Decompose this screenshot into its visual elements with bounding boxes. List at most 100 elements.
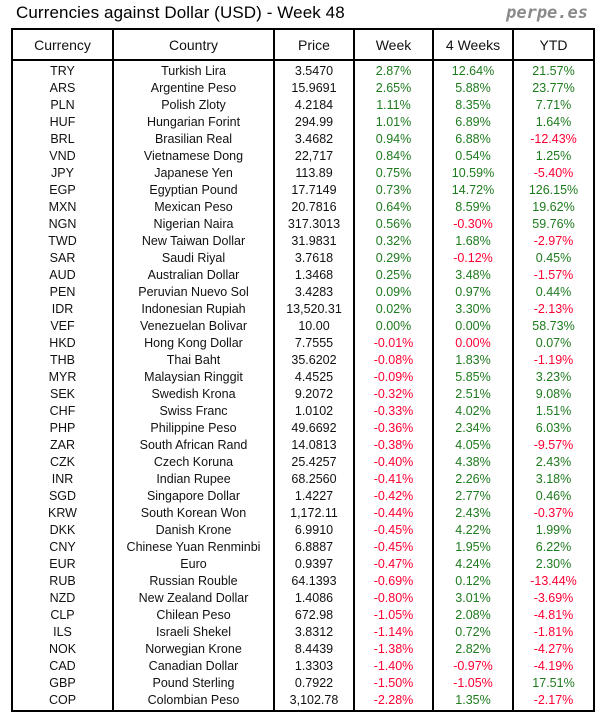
ytd-change-cell: -3.69% [533,591,574,605]
ytd-change-cell: -1.19% [533,353,574,367]
ytd-change-cell: 1.25% [535,149,572,163]
currency-cell: ILS [12,624,114,641]
price-cell: 1.3468 [274,267,355,284]
week-change-cell: -0.47% [354,556,434,573]
country-cell: Venezuelan Bolivar [113,318,275,335]
currency-cell: THB [12,352,114,369]
price-cell: 31.9831 [274,233,355,250]
price-cell: 68.2560 [274,471,355,488]
table-row: NGN Nigerian Naira 317.3013 0.56% -0.30% 59.7… [12,216,594,233]
currency-cell: ZAR [12,437,114,454]
week-change-cell: -0.80% [354,590,434,607]
price-cell: 3.8312 [274,624,355,641]
four-weeks-change-cell: 0.54% [433,148,514,165]
currency-cell: BRL [12,131,114,148]
week-change-cell: -0.01% [354,335,434,352]
ytd-change-cell: 23.77% [532,81,575,95]
week-change-cell: 0.56% [354,216,434,233]
week-change-cell: -1.40% [354,658,434,675]
four-weeks-change-cell: 4.05% [433,437,514,454]
four-weeks-change-cell: 1.95% [433,539,514,556]
price-cell: 0.9397 [274,556,355,573]
table-row: VEF Venezuelan Bolivar 10.00 0.00% 0.00% 58.7… [12,318,594,335]
country-cell: Philippine Peso [113,420,275,437]
table-row: BRL Brasilian Real 3.4682 0.94% 6.88% -12.43% [12,131,594,148]
four-weeks-change-cell: 8.35% [433,97,514,114]
price-cell: 1.3303 [274,658,355,675]
currency-cell: TRY [12,60,114,80]
four-weeks-change-cell: 2.82% [433,641,514,658]
table-row: IDR Indonesian Rupiah 13,520.31 0.02% 3.30% -… [12,301,594,318]
country-cell: Hungarian Forint [113,114,275,131]
country-cell: Indonesian Rupiah [113,301,275,318]
country-cell: Norwegian Krone [113,641,275,658]
currency-cell: COP [12,692,114,711]
ytd-change-cell: -2.13% [533,302,574,316]
ytd-change-cell: 6.22% [535,540,572,554]
week-change-cell: -0.38% [354,437,434,454]
week-change-cell: -1.38% [354,641,434,658]
week-change-cell: -0.08% [354,352,434,369]
table-row: CHF Swiss Franc 1.0102 -0.33% 4.02% 1.51% [12,403,594,420]
price-cell: 3.4682 [274,131,355,148]
table-row: CAD Canadian Dollar 1.3303 -1.40% -0.97% -4.1… [12,658,594,675]
price-cell: 4.2184 [274,97,355,114]
table-row: MYR Malaysian Ringgit 4.4525 -0.09% 5.85% 3.2… [12,369,594,386]
currency-cell: MXN [12,199,114,216]
table-row: CLP Chilean Peso 672.98 -1.05% 2.08% -4.81% [12,607,594,624]
currency-cell: AUD [12,267,114,284]
week-change-cell: -0.42% [354,488,434,505]
ytd-change-cell: 3.23% [535,370,572,384]
price-cell: 1.0102 [274,403,355,420]
price-cell: 20.7816 [274,199,355,216]
ytd-change-cell: 2.30% [535,557,572,571]
four-weeks-change-cell: 4.02% [433,403,514,420]
table-header-row: Currency Country Price Week 4 Weeks YTD [12,29,594,61]
table-row: HKD Hong Kong Dollar 7.7555 -0.01% 0.00% 0.07… [12,335,594,352]
price-cell: 3.7618 [274,250,355,267]
ytd-change-cell: 59.76% [532,217,575,231]
currency-cell: SAR [12,250,114,267]
four-weeks-change-cell: 1.35% [433,692,514,711]
price-cell: 7.7555 [274,335,355,352]
table-row: PLN Polish Zloty 4.2184 1.11% 8.35% 7.71% [12,97,594,114]
country-cell: Turkish Lira [113,60,275,80]
week-change-cell: -0.32% [354,386,434,403]
four-weeks-change-cell: 4.24% [433,556,514,573]
ytd-change-cell: 0.07% [535,336,572,350]
table-row: CNY Chinese Yuan Renminbi 6.8887 -0.45% 1.95… [12,539,594,556]
week-change-cell: 0.25% [354,267,434,284]
week-change-cell: 0.64% [354,199,434,216]
four-weeks-change-cell: 0.00% [433,335,514,352]
country-cell: Swedish Krona [113,386,275,403]
week-change-cell: -0.33% [354,403,434,420]
four-weeks-change-cell: 2.26% [433,471,514,488]
table-row: MXN Mexican Peso 20.7816 0.64% 8.59% 19.62% [12,199,594,216]
four-weeks-change-cell: 8.59% [433,199,514,216]
ytd-change-cell: 19.62% [532,200,575,214]
week-change-cell: -0.36% [354,420,434,437]
brand-logo: perpe.es [506,3,588,23]
table-row: ARS Argentine Peso 15.9691 2.65% 5.88% 23.77% [12,80,594,97]
country-cell: Pound Sterling [113,675,275,692]
table-row: DKK Danish Krone 6.9910 -0.45% 4.22% 1.99% [12,522,594,539]
price-cell: 6.8887 [274,539,355,556]
week-change-cell: -0.41% [354,471,434,488]
country-cell: Israeli Shekel [113,624,275,641]
ytd-change-cell: 0.44% [535,285,572,299]
four-weeks-change-cell: 2.51% [433,386,514,403]
country-cell: Japanese Yen [113,165,275,182]
country-cell: Nigerian Naira [113,216,275,233]
four-weeks-change-cell: 3.01% [433,590,514,607]
price-cell: 294.99 [274,114,355,131]
currency-cell: INR [12,471,114,488]
ytd-change-cell: 3.18% [535,472,572,486]
country-cell: Mexican Peso [113,199,275,216]
four-weeks-change-cell: 4.38% [433,454,514,471]
price-cell: 15.9691 [274,80,355,97]
currency-cell: EGP [12,182,114,199]
ytd-change-cell: -0.37% [533,506,574,520]
four-weeks-change-cell: 3.48% [433,267,514,284]
currency-cell: CNY [12,539,114,556]
currency-cell: PEN [12,284,114,301]
